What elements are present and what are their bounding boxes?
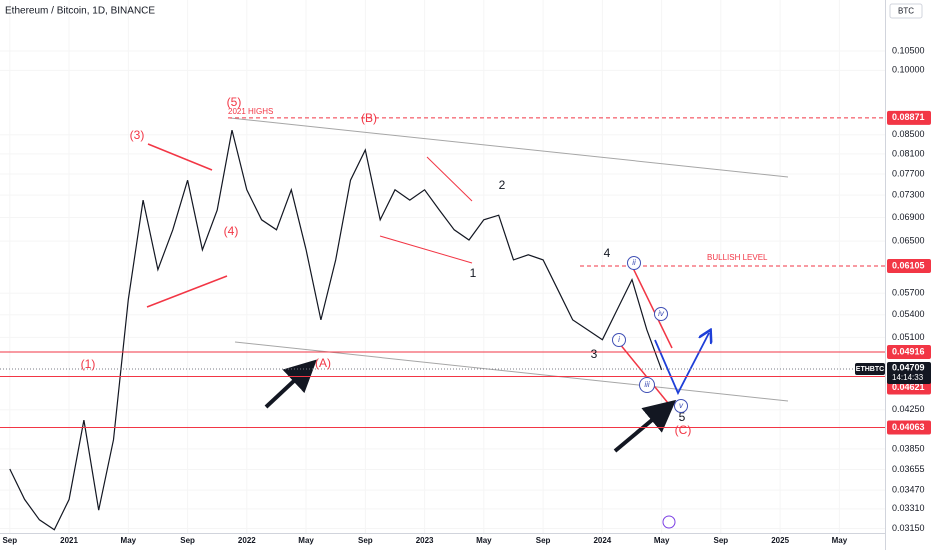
wave-circle	[674, 399, 688, 413]
wave-label: (4)	[224, 224, 239, 238]
x-tick-label: Sep	[358, 536, 373, 545]
x-tick-label: Sep	[2, 536, 17, 545]
wave-circle	[627, 256, 641, 270]
x-tick-label: 2025	[771, 536, 789, 545]
wave-label: (5)	[227, 95, 242, 109]
y-tick-label: 0.05400	[892, 309, 925, 319]
countdown: 14:14:33	[892, 373, 924, 382]
trendline	[614, 337, 669, 404]
y-tick-label: 0.03470	[892, 485, 925, 495]
y-tick-label: 0.03310	[892, 503, 925, 513]
y-tick-label: 0.03150	[892, 523, 925, 533]
x-tick-label: 2021	[60, 536, 78, 545]
wave-circle	[612, 333, 626, 347]
x-tick-label: May	[654, 536, 670, 545]
level-label: 0.04621	[892, 382, 925, 392]
annotations: (5) 2021 HIGHS (3) (4) (1) (B) (A) 2 1 4…	[81, 95, 768, 437]
trendline	[632, 267, 673, 349]
last-value: 0.04709	[892, 362, 925, 372]
trendline	[147, 143, 213, 171]
currency-box[interactable]	[889, 3, 923, 19]
trendline	[379, 235, 473, 264]
level-label: 0.08871	[892, 112, 925, 122]
y-tick-label: 0.04250	[892, 404, 925, 414]
wave-label: 5	[679, 410, 686, 424]
x-tick-label: May	[121, 536, 137, 545]
wave-label: (C)	[675, 423, 692, 437]
grid	[0, 0, 885, 533]
x-tick-label: Sep	[714, 536, 729, 545]
wave-label: 2	[499, 178, 506, 192]
x-tick-label: 2024	[593, 536, 611, 545]
projection	[654, 333, 709, 396]
wave-label: iii	[644, 380, 650, 389]
chart-title: Ethereum / Bitcoin, 1D, BINANCE	[5, 6, 155, 17]
x-tick-label: 2022	[238, 536, 256, 545]
arrow	[264, 359, 317, 409]
x-tick-label: 2023	[416, 536, 434, 545]
x-tick-label: May	[832, 536, 848, 545]
wave-label: v	[679, 401, 684, 410]
y-tick-label: 0.07700	[892, 168, 925, 178]
y-tick-label: 0.08500	[892, 129, 925, 139]
y-tick-label: 0.08100	[892, 148, 925, 158]
y-tick-label: 0.10500	[892, 45, 925, 55]
level-tag	[887, 420, 931, 435]
level-label: 0.04916	[892, 346, 925, 356]
y-tick-label: 0.06900	[892, 212, 925, 222]
wave-label: 3	[591, 347, 598, 361]
plot	[0, 117, 885, 531]
y-tick-label: 0.06500	[892, 236, 925, 246]
wave-circle	[654, 307, 668, 321]
x-tick-label: May	[476, 536, 492, 545]
x-tick-label: Sep	[536, 536, 551, 545]
y-tick-label: 0.05700	[892, 288, 925, 298]
level-label: 0.04063	[892, 422, 925, 432]
wave-label: 1	[470, 266, 477, 280]
last-name-tag	[855, 363, 885, 376]
y-tick-label: 0.03655	[892, 464, 925, 474]
wave-label: i	[618, 335, 620, 344]
last-name: ETHBTC	[856, 366, 884, 373]
y-tick-label: 0.07300	[892, 190, 925, 200]
price-line	[9, 129, 663, 531]
level-tag	[887, 344, 931, 359]
wave-circle	[639, 377, 655, 393]
y-tick-label: 0.05100	[892, 332, 925, 342]
wave-label: (3)	[130, 128, 145, 142]
currency: BTC	[898, 7, 914, 16]
level-tag	[887, 110, 931, 125]
note: 2021 HIGHS	[228, 107, 273, 116]
wave-label: iv	[658, 309, 665, 318]
y-tick-label: 0.03850	[892, 443, 925, 453]
wave-label: ii	[632, 258, 636, 267]
trendline	[229, 117, 789, 178]
trendline	[146, 275, 228, 308]
note: BULLISH LEVEL	[707, 253, 768, 262]
wave-label: (1)	[81, 357, 96, 371]
wave-label: 4	[604, 246, 611, 260]
wave-label: (B)	[361, 111, 377, 125]
x-tick-label: Sep	[180, 536, 195, 545]
trendline	[426, 156, 473, 202]
y-tick-label: 0.10000	[892, 65, 925, 75]
wave-label: (A)	[315, 356, 331, 370]
event-icon[interactable]	[662, 515, 676, 529]
x-tick-label: May	[298, 536, 314, 545]
last-tag	[887, 362, 931, 385]
level-tag	[887, 259, 931, 274]
level-label: 0.06105	[892, 260, 925, 270]
